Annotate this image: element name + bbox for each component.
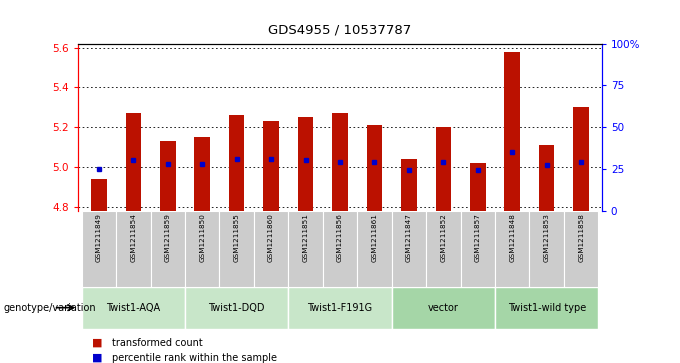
Bar	[392, 287, 495, 329]
Bar	[436, 127, 451, 211]
Bar	[495, 287, 598, 329]
Bar	[82, 287, 185, 329]
Text: GSM1211850: GSM1211850	[199, 213, 205, 262]
Bar	[392, 211, 426, 287]
Bar	[470, 163, 486, 211]
Text: ■: ■	[92, 352, 102, 363]
Text: GSM1211851: GSM1211851	[303, 213, 309, 262]
Bar	[185, 287, 288, 329]
Bar	[564, 211, 598, 287]
Text: GSM1211858: GSM1211858	[578, 213, 584, 262]
Text: GSM1211849: GSM1211849	[96, 213, 102, 262]
Bar	[150, 211, 185, 287]
Text: vector: vector	[428, 303, 459, 313]
Bar	[401, 159, 417, 211]
Bar	[82, 211, 116, 287]
Text: GSM1211847: GSM1211847	[406, 213, 412, 262]
Bar	[333, 113, 347, 211]
Text: GSM1211859: GSM1211859	[165, 213, 171, 262]
Text: GSM1211860: GSM1211860	[268, 213, 274, 262]
Bar	[160, 141, 175, 211]
Bar	[116, 211, 150, 287]
Text: GSM1211857: GSM1211857	[475, 213, 481, 262]
Text: GSM1211861: GSM1211861	[371, 213, 377, 262]
Bar	[573, 107, 589, 211]
Bar	[323, 211, 357, 287]
Bar	[126, 113, 141, 211]
Text: GSM1211855: GSM1211855	[234, 213, 239, 262]
Bar	[288, 211, 323, 287]
Text: Twist1-DQD: Twist1-DQD	[208, 303, 265, 313]
Bar	[460, 211, 495, 287]
Bar	[298, 117, 313, 211]
Text: GSM1211852: GSM1211852	[441, 213, 446, 262]
Bar	[495, 211, 530, 287]
Text: ■: ■	[92, 338, 102, 348]
Text: Twist1-F191G: Twist1-F191G	[307, 303, 373, 313]
Bar	[91, 179, 107, 211]
Bar	[194, 137, 210, 211]
Text: transformed count: transformed count	[112, 338, 203, 348]
Text: GSM1211854: GSM1211854	[131, 213, 136, 262]
Text: genotype/variation: genotype/variation	[3, 303, 96, 313]
Text: percentile rank within the sample: percentile rank within the sample	[112, 352, 277, 363]
Bar	[357, 211, 392, 287]
Bar	[288, 287, 392, 329]
Bar	[254, 211, 288, 287]
Bar	[263, 121, 279, 211]
Text: Twist1-wild type: Twist1-wild type	[507, 303, 585, 313]
Bar	[185, 211, 220, 287]
Text: GSM1211853: GSM1211853	[544, 213, 549, 262]
Bar	[367, 125, 382, 211]
Bar	[505, 52, 520, 211]
Bar	[426, 211, 460, 287]
Bar	[530, 211, 564, 287]
Text: GSM1211848: GSM1211848	[509, 213, 515, 262]
Text: Twist1-AQA: Twist1-AQA	[106, 303, 160, 313]
Bar	[539, 145, 554, 211]
Bar	[229, 115, 244, 211]
Text: GSM1211856: GSM1211856	[337, 213, 343, 262]
Text: GDS4955 / 10537787: GDS4955 / 10537787	[269, 24, 411, 37]
Bar	[220, 211, 254, 287]
